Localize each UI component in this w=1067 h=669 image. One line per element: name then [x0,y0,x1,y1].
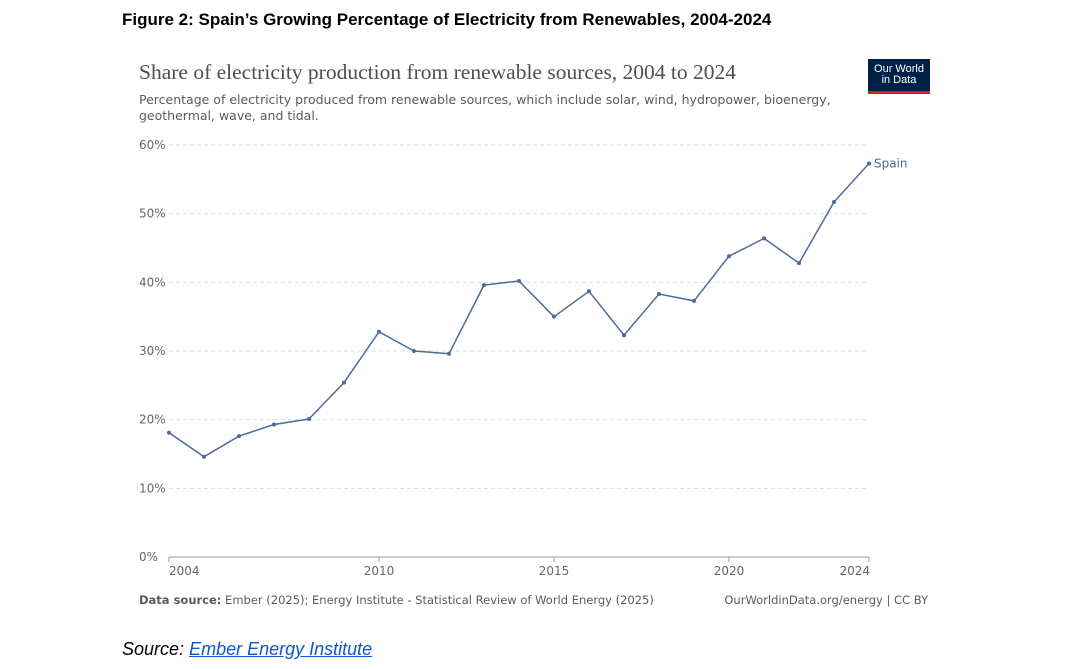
y-tick-label: 0% [139,550,158,564]
data-point [272,422,276,427]
x-tick-label: 2020 [714,564,745,578]
y-tick-label: 50% [139,207,166,221]
x-tick-label: 2004 [169,564,200,578]
data-point [447,351,451,356]
chart-title: Share of electricity production from ren… [139,60,737,84]
data-point [167,430,171,435]
data-point [762,236,766,241]
data-point [517,278,521,283]
x-tick-label: 2010 [364,564,395,578]
y-tick-label: 30% [139,344,166,358]
data-point [832,199,836,204]
source-link[interactable]: Ember Energy Institute [189,639,373,659]
series-label: Spain [874,157,908,171]
data-point [202,454,206,459]
data-point [727,254,731,259]
x-tick-label: 2024 [839,564,870,578]
logo-line1: Our World [874,63,924,75]
data-point [552,314,556,319]
owid-logo[interactable]: Our World in Data [868,59,930,94]
data-point [307,416,311,421]
series-line-spain [168,162,870,458]
data-point [412,349,416,353]
y-tick-label: 60% [139,138,166,152]
x-tick-label: 2015 [539,564,570,578]
data-source-label: Data source: [139,593,222,607]
data-point [657,292,661,297]
data-point [797,261,801,266]
attribution-link[interactable]: OurWorldinData.org/energy | CC BY [724,593,928,607]
data-point [237,434,241,439]
data-source-text: Ember (2025); Energy Institute - Statist… [225,593,654,607]
source-line: Source: Ember Energy Institute [122,639,372,660]
data-point [342,380,346,385]
y-tick-label: 10% [139,481,166,495]
data-point [867,161,871,166]
data-source-note: Data source: Ember (2025); Energy Instit… [139,593,654,607]
figure-caption: Figure 2: Spain’s Growing Percentage of … [122,10,772,29]
chart-subtitle: Percentage of electricity produced from … [139,92,831,123]
logo-line2: in Data [881,74,917,86]
data-point [482,283,486,288]
line-chart: 0% 10% 20% 30% 40% 50% 60% 2004 2010 2015 2020 2024… [139,138,908,578]
y-tick-label: 40% [139,275,166,289]
source-label: Source: [122,639,185,659]
data-point [377,329,381,334]
data-point [587,289,591,294]
y-tick-label: 20% [139,413,166,427]
data-point [692,298,696,303]
data-point [622,333,626,338]
